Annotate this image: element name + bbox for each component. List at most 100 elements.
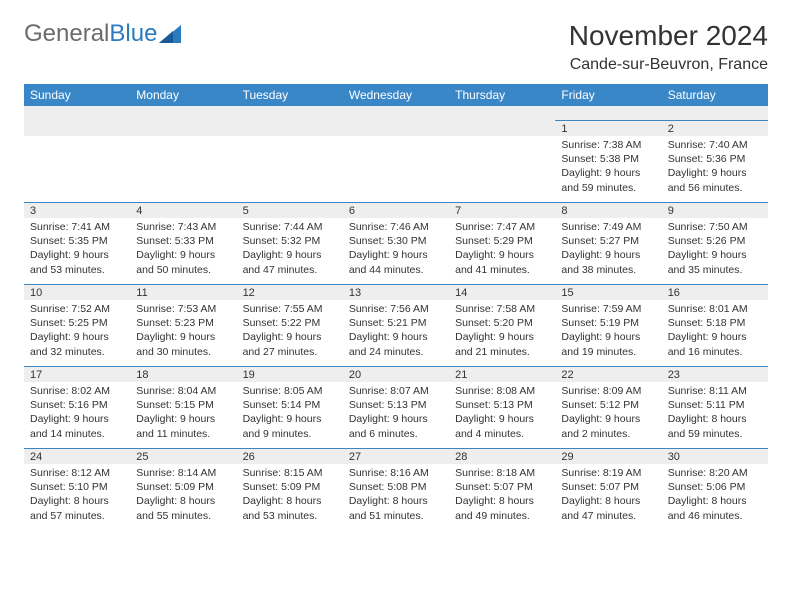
- daylight-text: Daylight: 9 hours and 53 minutes.: [30, 248, 124, 276]
- day-cell: Sunrise: 7:58 AMSunset: 5:20 PMDaylight:…: [449, 300, 555, 366]
- daylight-text: Daylight: 9 hours and 2 minutes.: [561, 412, 655, 440]
- day-cell: Sunrise: 7:38 AMSunset: 5:38 PMDaylight:…: [555, 136, 661, 202]
- weekday-header: Tuesday: [237, 84, 343, 106]
- sunset-text: Sunset: 5:25 PM: [30, 316, 124, 330]
- day-cell: Sunrise: 7:46 AMSunset: 5:30 PMDaylight:…: [343, 218, 449, 284]
- day-cell: Sunrise: 7:55 AMSunset: 5:22 PMDaylight:…: [237, 300, 343, 366]
- day-cell: Sunrise: 8:05 AMSunset: 5:14 PMDaylight:…: [237, 382, 343, 448]
- day-data-row: Sunrise: 7:41 AMSunset: 5:35 PMDaylight:…: [24, 218, 768, 284]
- sunset-text: Sunset: 5:36 PM: [668, 152, 762, 166]
- day-number: 29: [555, 448, 661, 464]
- day-number: 16: [662, 284, 768, 300]
- daylight-text: Daylight: 8 hours and 51 minutes.: [349, 494, 443, 522]
- day-number: 4: [130, 202, 236, 218]
- sunrise-text: Sunrise: 7:44 AM: [243, 220, 337, 234]
- logo: GeneralBlue: [24, 20, 181, 48]
- sunrise-text: Sunrise: 8:18 AM: [455, 466, 549, 480]
- sunrise-text: Sunrise: 8:12 AM: [30, 466, 124, 480]
- day-cell: Sunrise: 7:41 AMSunset: 5:35 PMDaylight:…: [24, 218, 130, 284]
- day-number: 23: [662, 366, 768, 382]
- page-title: November 2024: [569, 20, 768, 52]
- day-cell: Sunrise: 8:07 AMSunset: 5:13 PMDaylight:…: [343, 382, 449, 448]
- day-cell: Sunrise: 7:59 AMSunset: 5:19 PMDaylight:…: [555, 300, 661, 366]
- sunrise-text: Sunrise: 7:43 AM: [136, 220, 230, 234]
- day-cell: Sunrise: 8:09 AMSunset: 5:12 PMDaylight:…: [555, 382, 661, 448]
- weekday-header: Saturday: [662, 84, 768, 106]
- sunrise-text: Sunrise: 8:11 AM: [668, 384, 762, 398]
- logo-text-blue: Blue: [109, 20, 157, 48]
- weekday-header: Sunday: [24, 84, 130, 106]
- sunset-text: Sunset: 5:19 PM: [561, 316, 655, 330]
- sunset-text: Sunset: 5:38 PM: [561, 152, 655, 166]
- sunset-text: Sunset: 5:11 PM: [668, 398, 762, 412]
- sunrise-text: Sunrise: 8:20 AM: [668, 466, 762, 480]
- daylight-text: Daylight: 8 hours and 53 minutes.: [243, 494, 337, 522]
- daylight-text: Daylight: 9 hours and 4 minutes.: [455, 412, 549, 440]
- day-number: 8: [555, 202, 661, 218]
- sunset-text: Sunset: 5:21 PM: [349, 316, 443, 330]
- weekday-header-row: Sunday Monday Tuesday Wednesday Thursday…: [24, 84, 768, 106]
- sunset-text: Sunset: 5:23 PM: [136, 316, 230, 330]
- daylight-text: Daylight: 9 hours and 59 minutes.: [561, 166, 655, 194]
- day-number: 6: [343, 202, 449, 218]
- daylight-text: Daylight: 9 hours and 6 minutes.: [349, 412, 443, 440]
- sunrise-text: Sunrise: 7:58 AM: [455, 302, 549, 316]
- day-cell: Sunrise: 8:18 AMSunset: 5:07 PMDaylight:…: [449, 464, 555, 530]
- day-number: 11: [130, 284, 236, 300]
- day-cell: Sunrise: 8:20 AMSunset: 5:06 PMDaylight:…: [662, 464, 768, 530]
- daylight-text: Daylight: 9 hours and 41 minutes.: [455, 248, 549, 276]
- day-number: 24: [24, 448, 130, 464]
- sunset-text: Sunset: 5:18 PM: [668, 316, 762, 330]
- day-number: 17: [24, 366, 130, 382]
- weekday-header: Friday: [555, 84, 661, 106]
- sunset-text: Sunset: 5:08 PM: [349, 480, 443, 494]
- daylight-text: Daylight: 9 hours and 44 minutes.: [349, 248, 443, 276]
- day-number: 10: [24, 284, 130, 300]
- day-number: 25: [130, 448, 236, 464]
- day-number: 21: [449, 366, 555, 382]
- sunrise-text: Sunrise: 8:04 AM: [136, 384, 230, 398]
- day-number: 7: [449, 202, 555, 218]
- daylight-text: Daylight: 9 hours and 14 minutes.: [30, 412, 124, 440]
- day-cell: Sunrise: 8:08 AMSunset: 5:13 PMDaylight:…: [449, 382, 555, 448]
- daylight-text: Daylight: 8 hours and 57 minutes.: [30, 494, 124, 522]
- daylight-text: Daylight: 9 hours and 24 minutes.: [349, 330, 443, 358]
- day-number: 30: [662, 448, 768, 464]
- day-cell: Sunrise: 7:53 AMSunset: 5:23 PMDaylight:…: [130, 300, 236, 366]
- logo-text-gray: General: [24, 20, 109, 48]
- sunset-text: Sunset: 5:14 PM: [243, 398, 337, 412]
- day-number: 28: [449, 448, 555, 464]
- sunrise-text: Sunrise: 7:40 AM: [668, 138, 762, 152]
- day-number: 9: [662, 202, 768, 218]
- location-subtitle: Cande-sur-Beuvron, France: [24, 56, 768, 74]
- sunrise-text: Sunrise: 7:49 AM: [561, 220, 655, 234]
- sunset-text: Sunset: 5:35 PM: [30, 234, 124, 248]
- day-number-row: 10111213141516: [24, 284, 768, 300]
- day-number: 20: [343, 366, 449, 382]
- day-number: 26: [237, 448, 343, 464]
- day-cell: Sunrise: 8:19 AMSunset: 5:07 PMDaylight:…: [555, 464, 661, 530]
- sunrise-text: Sunrise: 7:50 AM: [668, 220, 762, 234]
- day-cell: Sunrise: 7:56 AMSunset: 5:21 PMDaylight:…: [343, 300, 449, 366]
- day-number: 14: [449, 284, 555, 300]
- calendar-page: GeneralBlue November 2024 Cande-sur-Beuv…: [0, 0, 792, 612]
- weekday-header: Wednesday: [343, 84, 449, 106]
- daylight-text: Daylight: 8 hours and 49 minutes.: [455, 494, 549, 522]
- sunrise-text: Sunrise: 8:16 AM: [349, 466, 443, 480]
- daylight-text: Daylight: 8 hours and 46 minutes.: [668, 494, 762, 522]
- daylight-text: Daylight: 9 hours and 16 minutes.: [668, 330, 762, 358]
- sunset-text: Sunset: 5:07 PM: [455, 480, 549, 494]
- sunset-text: Sunset: 5:09 PM: [243, 480, 337, 494]
- daylight-text: Daylight: 9 hours and 38 minutes.: [561, 248, 655, 276]
- day-number: 13: [343, 284, 449, 300]
- day-cell: Sunrise: 7:49 AMSunset: 5:27 PMDaylight:…: [555, 218, 661, 284]
- sunrise-text: Sunrise: 8:07 AM: [349, 384, 443, 398]
- day-number: 12: [237, 284, 343, 300]
- day-number: 15: [555, 284, 661, 300]
- day-number: 3: [24, 202, 130, 218]
- sunset-text: Sunset: 5:12 PM: [561, 398, 655, 412]
- sunset-text: Sunset: 5:15 PM: [136, 398, 230, 412]
- day-cell: Sunrise: 7:50 AMSunset: 5:26 PMDaylight:…: [662, 218, 768, 284]
- day-cell: Sunrise: 8:04 AMSunset: 5:15 PMDaylight:…: [130, 382, 236, 448]
- daylight-text: Daylight: 9 hours and 56 minutes.: [668, 166, 762, 194]
